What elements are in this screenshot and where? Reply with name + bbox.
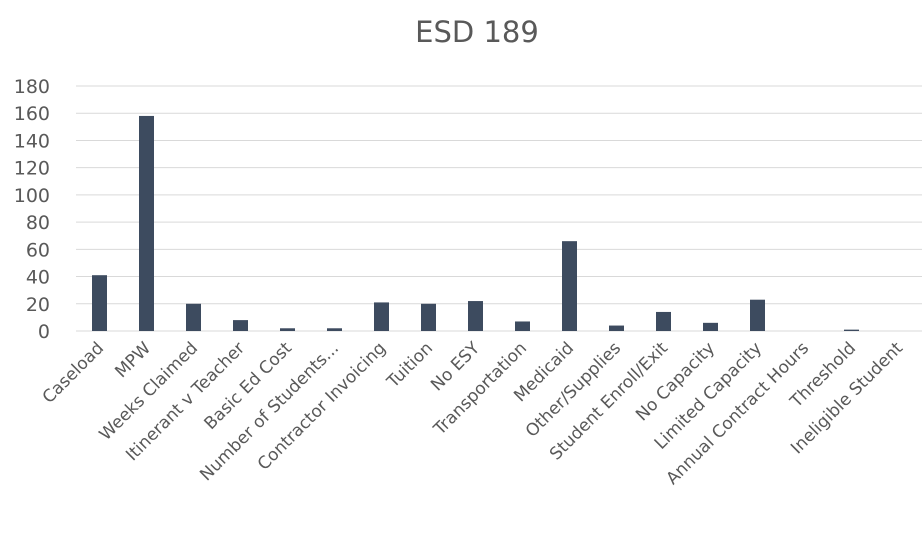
- bar-transportation: [515, 321, 530, 331]
- y-tick-label: 120: [14, 158, 50, 180]
- bar-basic-ed-cost: [280, 328, 295, 331]
- category-label: MPW: [111, 338, 155, 382]
- chart-title: ESD 189: [415, 15, 539, 49]
- category-label: Caseload: [39, 338, 108, 407]
- category-label: Tuition: [383, 338, 437, 392]
- y-tick-label: 80: [26, 212, 50, 234]
- y-tick-label: 140: [14, 130, 50, 152]
- y-tick-label: 0: [38, 321, 50, 343]
- y-tick-label: 160: [14, 103, 50, 125]
- bar-other-supplies: [609, 325, 624, 331]
- gridlines: [76, 85, 922, 332]
- bar-mpw: [139, 115, 154, 331]
- y-tick-label: 180: [14, 76, 50, 98]
- y-tick-label: 100: [14, 185, 50, 207]
- bar-no-capacity: [703, 322, 718, 331]
- bars: [92, 115, 859, 331]
- bar-student-enroll-exit: [656, 311, 671, 331]
- bar-weeks-claimed: [186, 303, 201, 331]
- y-tick-label: 20: [26, 294, 50, 316]
- y-tick-label: 40: [26, 267, 50, 289]
- bar-number-of-students: [327, 328, 342, 331]
- bar-caseload: [92, 275, 107, 331]
- bar-limited-capacity: [750, 299, 765, 331]
- y-tick-label: 60: [26, 239, 50, 261]
- bar-contractor-invoicing: [374, 302, 389, 331]
- bar-medicaid: [562, 241, 577, 331]
- bar-threshold: [844, 329, 859, 331]
- y-axis-ticks: 0 20 40 60 80 100 120 140 160 180: [14, 76, 50, 343]
- bar-no-esy: [468, 301, 483, 331]
- bar-tuition: [421, 303, 436, 331]
- bar-itinerant-v-teacher: [233, 320, 248, 331]
